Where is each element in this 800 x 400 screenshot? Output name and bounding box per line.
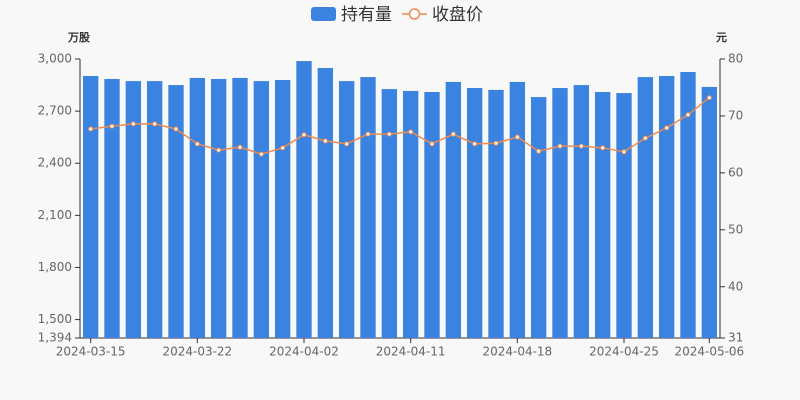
bar <box>210 78 227 338</box>
line-point <box>536 148 542 154</box>
bar <box>488 89 504 338</box>
x-tick-label: 2024-04-18 <box>482 345 552 359</box>
line-point <box>216 147 222 153</box>
legend-icon <box>311 7 336 21</box>
bar <box>530 97 547 338</box>
bar <box>381 89 398 338</box>
bar <box>466 88 483 338</box>
y2-unit: 元 <box>716 31 727 44</box>
line-point <box>685 112 691 118</box>
bar <box>616 93 632 339</box>
y-tick-label: 2,100 <box>38 208 72 222</box>
legend-icon <box>408 8 421 20</box>
line-point <box>557 143 563 149</box>
y-unit: 万股 <box>67 31 91 44</box>
line-point <box>173 126 179 132</box>
bar <box>168 85 184 338</box>
bar <box>125 81 142 338</box>
line-point <box>152 121 158 127</box>
line-point <box>578 143 584 149</box>
bar <box>573 85 590 338</box>
line-point <box>109 123 115 129</box>
y2-tick-label: 40 <box>728 279 743 293</box>
line-point <box>130 121 136 127</box>
line-point <box>664 125 670 131</box>
bar <box>637 77 654 338</box>
bar <box>296 61 312 338</box>
y2-tick-label: 31 <box>728 331 743 345</box>
line-point <box>493 140 499 146</box>
x-tick-label: 2024-05-06 <box>674 345 744 359</box>
line-point <box>194 141 200 147</box>
bar <box>232 77 248 339</box>
line-point <box>706 95 712 101</box>
x-tick-label: 2024-04-25 <box>589 345 659 359</box>
line-point <box>408 129 414 135</box>
y-tick-label: 1,394 <box>38 331 72 345</box>
bar <box>658 76 675 339</box>
bar <box>317 68 334 338</box>
line-point <box>642 135 648 141</box>
bar <box>274 80 291 339</box>
line-point <box>429 141 435 147</box>
line-point <box>88 126 94 132</box>
y-tick-label: 1,800 <box>38 260 72 274</box>
bar <box>594 92 611 338</box>
y2-tick-label: 60 <box>728 165 743 179</box>
bar <box>104 78 120 338</box>
bar <box>82 76 99 339</box>
y-tick-label: 1,500 <box>38 312 72 326</box>
bar <box>189 77 206 339</box>
y-tick-label: 2,400 <box>38 156 72 170</box>
bar <box>424 92 440 338</box>
y2-tick-label: 80 <box>728 52 743 66</box>
line-point <box>386 131 392 137</box>
line-point <box>600 145 606 151</box>
line-point <box>621 149 627 155</box>
line-point <box>301 132 307 138</box>
x-tick-label: 2024-03-22 <box>162 345 232 359</box>
bar <box>445 81 462 338</box>
line-point <box>365 131 371 137</box>
line-point <box>472 141 478 147</box>
bar <box>680 72 696 338</box>
bar <box>338 81 355 338</box>
bar <box>402 90 419 338</box>
bar <box>253 81 270 338</box>
line-point <box>280 145 286 151</box>
line <box>90 97 710 155</box>
y2-tick-label: 50 <box>728 222 743 236</box>
line-point <box>450 131 456 137</box>
x-tick-label: 2024-03-15 <box>56 345 126 359</box>
x-tick-label: 2024-04-02 <box>269 345 339 359</box>
bar <box>360 77 376 338</box>
legend-label: 持有量 <box>341 5 392 25</box>
line-point <box>344 141 350 147</box>
x-tick-label: 2024-04-11 <box>376 345 446 359</box>
legend-label: 收盘价 <box>432 5 483 25</box>
bar <box>509 81 526 338</box>
bar <box>701 86 718 339</box>
y-tick-label: 3,000 <box>38 52 72 66</box>
bar <box>146 81 163 338</box>
line-point <box>258 151 264 157</box>
y2-tick-label: 70 <box>728 108 743 122</box>
line-point <box>514 134 520 140</box>
line-point <box>322 138 328 144</box>
y-tick-label: 2,700 <box>38 104 72 118</box>
bar <box>552 88 568 338</box>
line-point <box>237 144 243 150</box>
